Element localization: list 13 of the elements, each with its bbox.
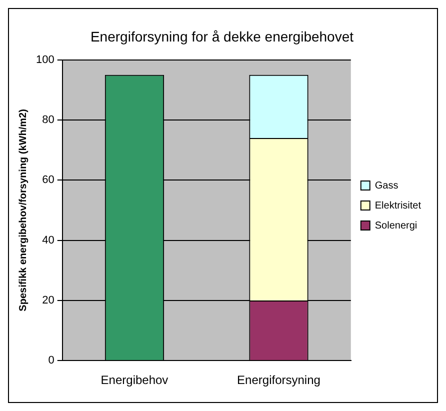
x-tick-label: Energibehov xyxy=(100,373,168,388)
y-tick-label: 40 xyxy=(42,234,54,246)
y-tick-label: 0 xyxy=(48,354,54,367)
x-tick-label: Energiforsyning xyxy=(237,373,320,388)
legend-label: Gass xyxy=(374,180,398,192)
y-tick-label: 80 xyxy=(42,114,54,126)
y-tick-label: 100 xyxy=(36,54,54,66)
legend-label: Solenergi xyxy=(374,220,418,232)
y-tick-label: 60 xyxy=(42,174,54,186)
y-tick-label: 20 xyxy=(42,294,54,306)
y-axis-title: Spesifikk energibehov/forsyning (kWh/m2) xyxy=(18,109,29,312)
legend-label: Elektrisitet xyxy=(374,200,422,212)
chart-title: Energiforsyning for å dekke energibehovet xyxy=(90,28,354,44)
